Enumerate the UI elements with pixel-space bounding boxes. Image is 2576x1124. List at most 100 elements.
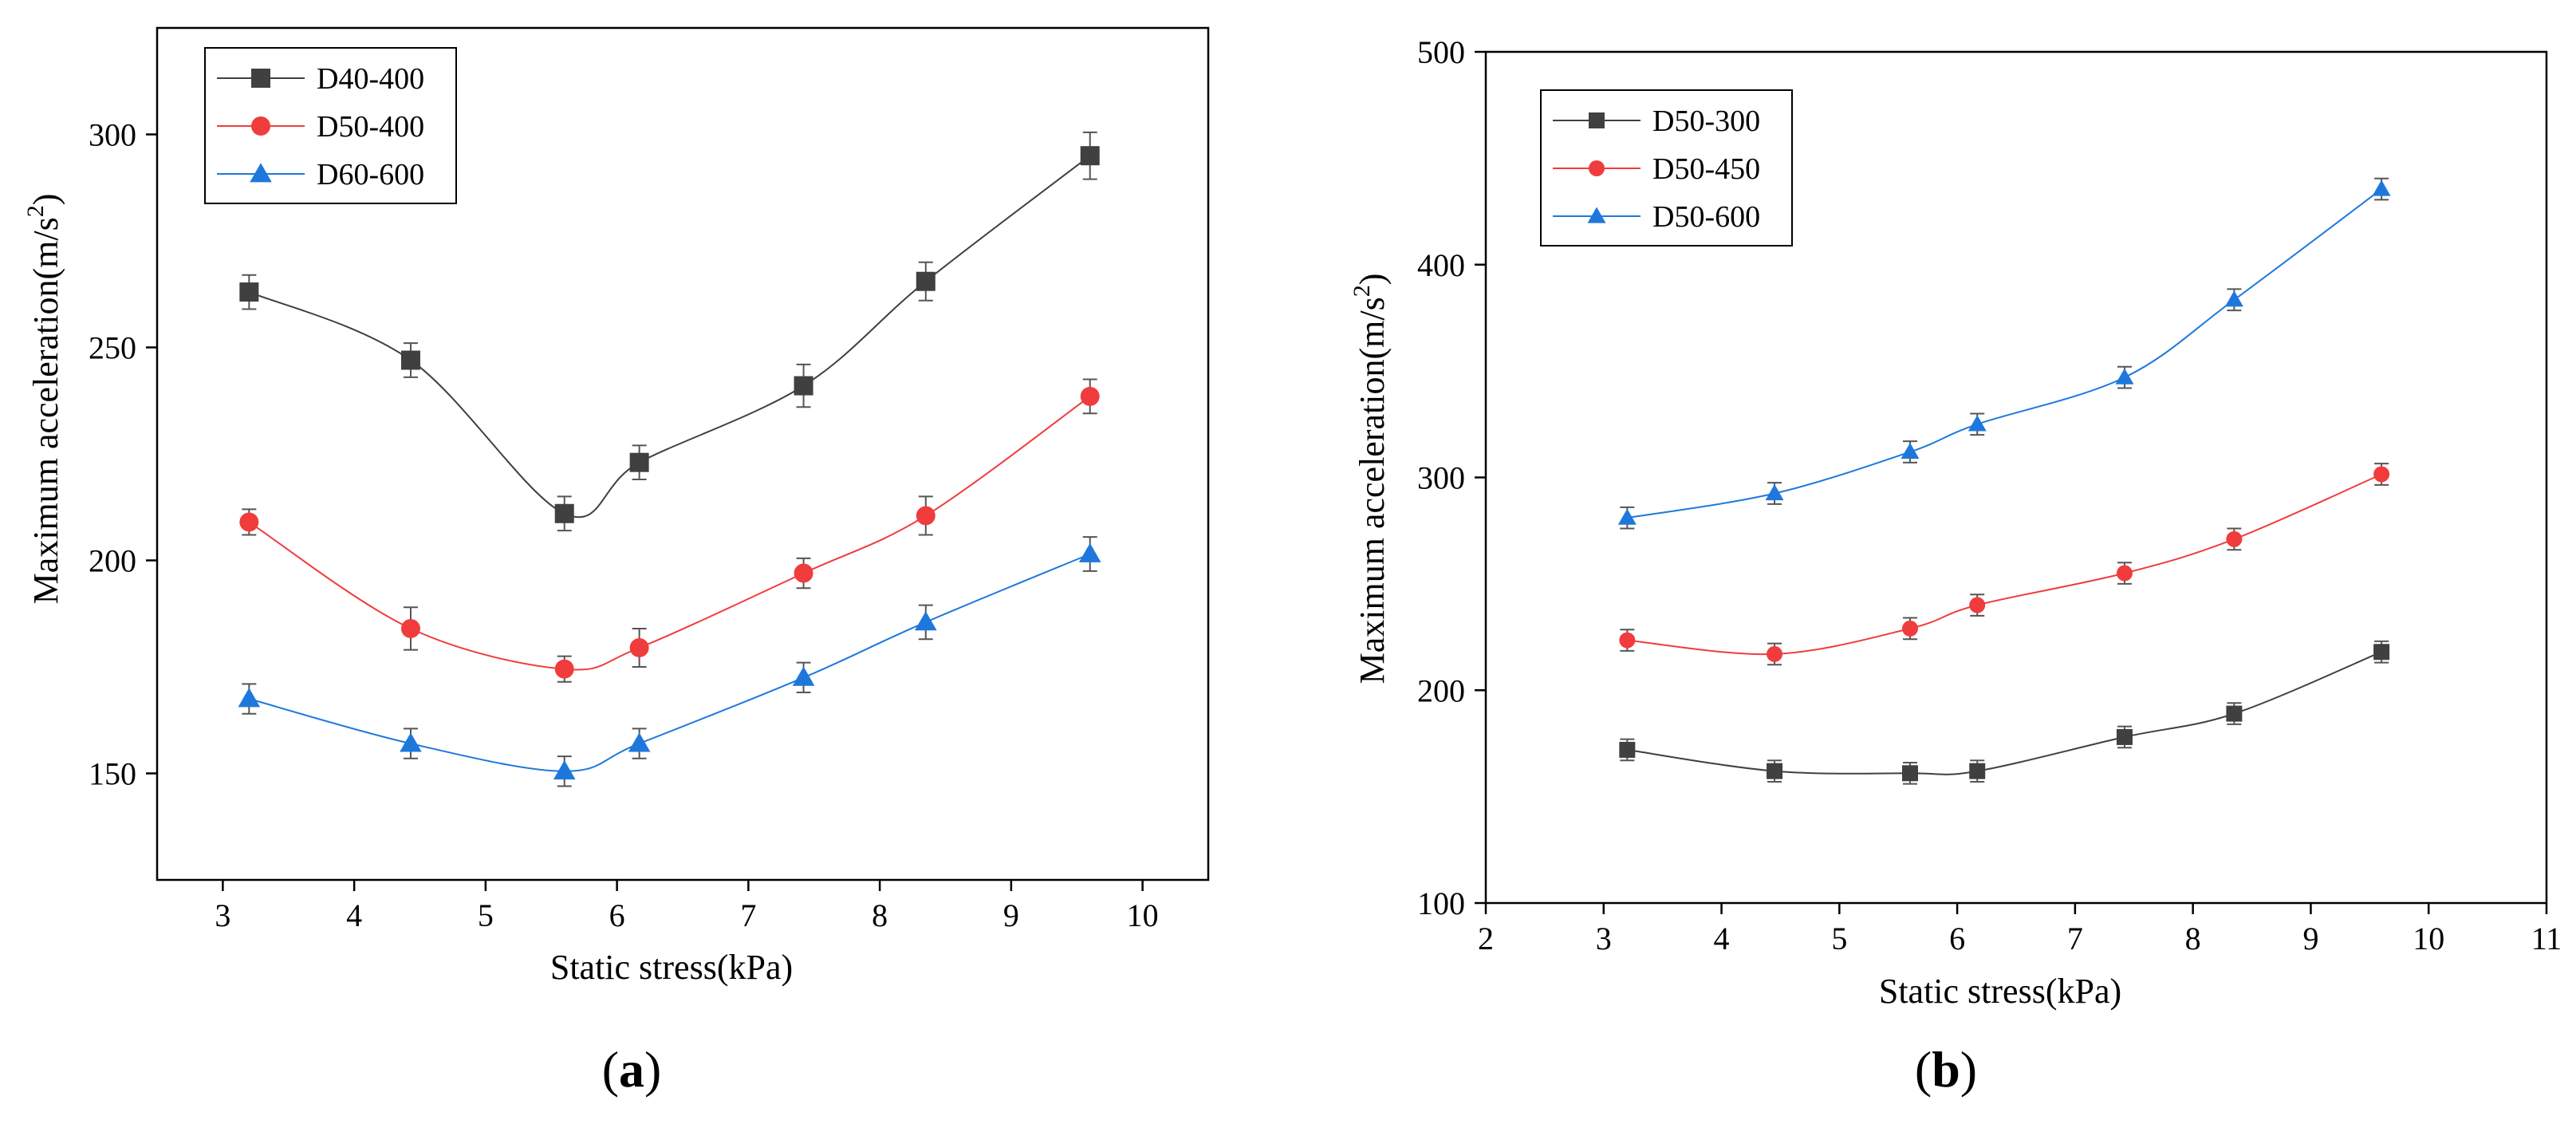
legend-marker-d60-600 [250, 163, 272, 183]
chart-b-series [1617, 177, 2391, 785]
legend-marker-d40-400 [251, 69, 270, 88]
x-tick-label: 2 [1478, 921, 1494, 956]
data-point-d50-600 [2372, 179, 2391, 196]
chart-a-ylabel-main: Maximum acceleration(m/s [26, 217, 65, 604]
legend-marker-d50-300 [1589, 112, 1605, 128]
data-point-d50-300 [1902, 765, 1918, 782]
y-tick-label: 400 [1417, 247, 1465, 283]
x-tick-label: 9 [1003, 897, 1019, 933]
data-point-d40-400 [239, 282, 259, 302]
y-tick-label: 300 [1417, 460, 1465, 496]
y-tick-label: 200 [89, 543, 136, 579]
data-point-d50-400 [1080, 386, 1100, 406]
data-point-d50-450 [2226, 530, 2243, 547]
chart-a-xlabel: Static stress(kPa) [550, 948, 793, 987]
chart-b: 2 3 4 5 6 7 8 9 10 11 100 200 300 400 500 Static stres… [1349, 34, 2562, 1098]
x-tick-label: 6 [1949, 921, 1965, 956]
data-point-d50-600 [1967, 415, 1987, 432]
x-tick-label: 5 [478, 897, 494, 933]
legend-marker-d50-600 [1587, 207, 1606, 223]
data-point-d50-300 [1767, 763, 1783, 779]
legend-label-d50-450: D50-450 [1652, 152, 1760, 186]
chart-b-panel-letter: b [1932, 1041, 1960, 1098]
chart-b-ylabel-sup: 2 [1349, 285, 1375, 297]
x-tick-label: 7 [740, 897, 756, 933]
chart-b-panel-label: (b) [1915, 1041, 1977, 1098]
chart-b-ylabel: Maximum acceleration(m/s2) [1349, 274, 1392, 684]
data-point-d50-600 [1900, 442, 1920, 459]
chart-a-frame [156, 26, 1210, 881]
data-point-d50-450 [1902, 620, 1918, 637]
data-point-d40-400 [400, 350, 420, 370]
data-point-d40-400 [916, 271, 935, 291]
x-tick-label: 4 [1714, 921, 1730, 956]
data-point-d50-300 [2226, 705, 2243, 722]
series-line-d50-300 [1627, 651, 2382, 775]
x-tick-label: 8 [872, 897, 888, 933]
legend-marker-d50-400 [251, 116, 270, 136]
data-point-d50-600 [2224, 290, 2243, 307]
y-tick-label: 300 [89, 117, 136, 153]
x-tick-label: 5 [1831, 921, 1847, 956]
chart-a-ylabel: Maximum acceleration(m/s2) [22, 194, 65, 605]
chart-a-ticks: 3 4 5 6 7 8 9 10 150 200 250 300 [89, 117, 1159, 934]
data-point-d50-300 [1969, 763, 1986, 779]
data-point-d60-600 [553, 760, 576, 780]
chart-b-xlabel: Static stress(kPa) [1879, 972, 2121, 1011]
chart-a-ylabel-close: ) [26, 194, 65, 206]
chart-a-ylabel-sup: 2 [22, 205, 49, 217]
data-point-d50-450 [2373, 466, 2390, 483]
data-point-d50-300 [1619, 741, 1636, 758]
x-tick-label: 8 [2185, 921, 2201, 956]
data-point-d40-400 [794, 376, 813, 396]
data-point-d50-400 [239, 512, 259, 532]
data-point-d50-450 [1767, 645, 1783, 662]
chart-b-legend: D50-300 D50-450 D50-600 [1540, 89, 1793, 246]
series-d60-600 [238, 536, 1101, 787]
series-line-d50-400 [248, 396, 1091, 671]
y-tick-label: 100 [1417, 885, 1465, 921]
data-point-d60-600 [792, 666, 815, 686]
series-d50-300 [1619, 640, 2390, 785]
y-tick-label: 500 [1417, 34, 1465, 70]
data-point-d50-400 [400, 618, 420, 638]
data-point-d50-300 [2116, 728, 2133, 745]
data-point-d40-400 [554, 503, 574, 523]
series-line-d40-400 [248, 155, 1091, 519]
series-d50-400 [239, 378, 1100, 683]
x-tick-label: 4 [346, 897, 362, 933]
data-point-d50-400 [629, 637, 649, 657]
chart-b-ylabel-close: ) [1353, 274, 1392, 286]
legend-marker-d50-450 [1589, 160, 1605, 176]
y-tick-label: 200 [1417, 672, 1465, 708]
series-d50-600 [1617, 177, 2391, 530]
data-point-d50-600 [1617, 508, 1637, 525]
chart-a: 3 4 5 6 7 8 9 10 150 200 250 300 Static stress(kPa)… [22, 26, 1210, 1098]
chart-a-panel-label: (a) [602, 1041, 662, 1098]
data-point-d50-450 [2116, 565, 2133, 582]
data-point-d50-400 [916, 506, 935, 526]
y-tick-label: 150 [89, 756, 136, 792]
series-d40-400 [239, 131, 1100, 532]
x-tick-label: 11 [2531, 921, 2562, 956]
legend-label-d50-400: D50-400 [317, 110, 424, 144]
chart-a-legend: D40-400 D50-400 D60-600 [204, 47, 457, 204]
data-point-d40-400 [1080, 146, 1100, 166]
data-point-d60-600 [400, 732, 422, 752]
data-point-d50-400 [554, 659, 574, 679]
data-point-d50-600 [2115, 368, 2134, 385]
x-tick-label: 10 [1127, 897, 1159, 933]
legend-label-d50-300: D50-300 [1652, 105, 1760, 138]
chart-a-series [238, 131, 1101, 787]
series-d50-450 [1619, 463, 2390, 666]
x-tick-label: 3 [215, 897, 230, 933]
series-line-d50-450 [1627, 473, 2382, 656]
data-point-d50-400 [794, 563, 813, 583]
x-tick-label: 3 [1596, 921, 1612, 956]
data-point-d60-600 [628, 732, 651, 752]
data-point-d50-600 [1765, 484, 1784, 501]
legend-label-d60-600: D60-600 [317, 158, 424, 191]
chart-a-panel-letter: a [619, 1041, 644, 1098]
